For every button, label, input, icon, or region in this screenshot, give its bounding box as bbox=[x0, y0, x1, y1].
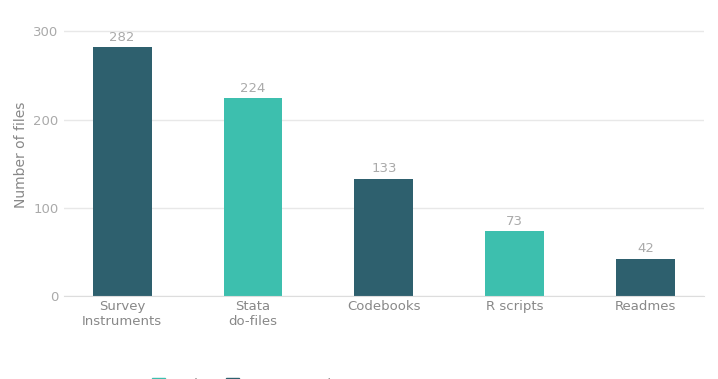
Text: 282: 282 bbox=[109, 31, 135, 44]
Y-axis label: Number of files: Number of files bbox=[14, 102, 28, 208]
Text: 133: 133 bbox=[371, 162, 396, 175]
Bar bbox=[616, 258, 675, 296]
Bar bbox=[93, 47, 151, 296]
Text: 224: 224 bbox=[241, 82, 266, 95]
Text: 73: 73 bbox=[506, 215, 523, 228]
Bar bbox=[223, 99, 282, 296]
Bar bbox=[485, 231, 544, 296]
Bar bbox=[355, 179, 414, 296]
Text: 42: 42 bbox=[637, 242, 654, 255]
Legend: Code, Documentation: Code, Documentation bbox=[147, 373, 354, 379]
